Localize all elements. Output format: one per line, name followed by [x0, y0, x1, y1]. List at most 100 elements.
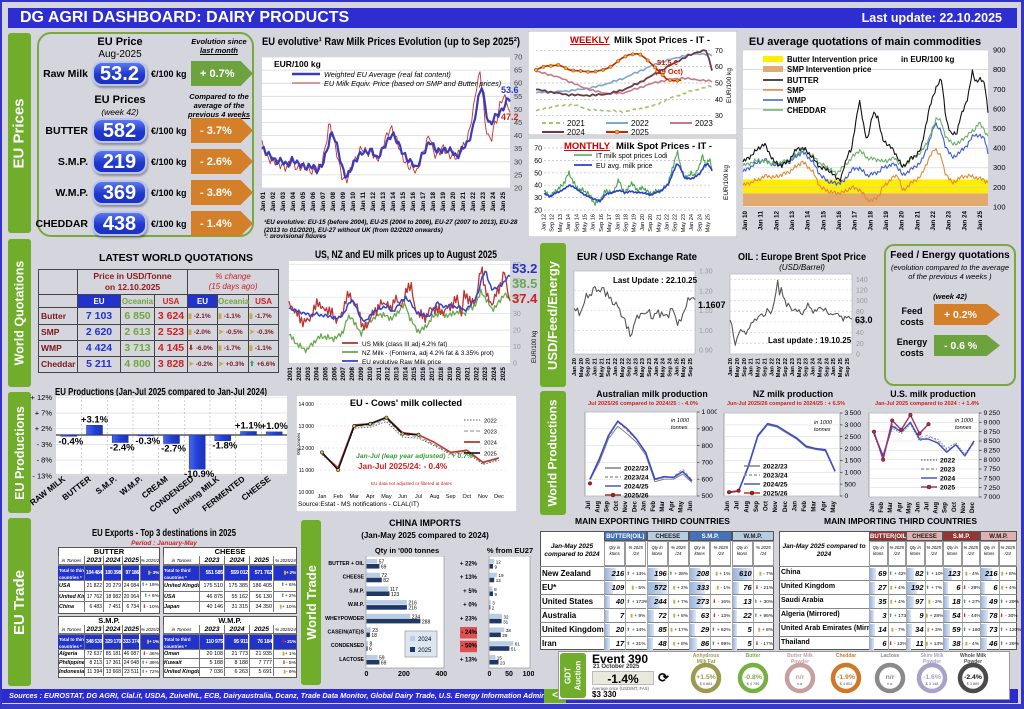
- svg-text:Powder: Powder: [923, 659, 941, 665]
- svg-text:2009: 2009: [358, 366, 365, 380]
- svg-text:May 21: May 21: [756, 357, 762, 377]
- svg-text:CHEESE: CHEESE: [239, 473, 272, 502]
- svg-text:Nov: Nov: [961, 501, 967, 513]
- svg-text:Jan 21: Jan 21: [749, 357, 755, 376]
- svg-text:30: 30: [514, 157, 522, 166]
- svg-text:Aug: Aug: [744, 501, 750, 513]
- svg-text:2025: 2025: [631, 128, 649, 135]
- svg-text:Jul: Jul: [925, 502, 931, 511]
- svg-text:Jan 16: Jan 16: [836, 211, 843, 231]
- svg-text:Jan 01: Jan 01: [260, 192, 267, 212]
- svg-text:Jun: Jun: [725, 501, 731, 512]
- svg-text:700: 700: [702, 460, 714, 467]
- svg-text:May 23: May 23: [640, 357, 646, 377]
- svg-text:NZ milk production: NZ milk production: [753, 389, 833, 399]
- svg-text:Sep 23: Sep 23: [647, 357, 653, 376]
- svg-text:Butter: Butter: [746, 653, 761, 659]
- svg-text:BUTTER + OIL: BUTTER + OIL: [328, 561, 364, 567]
- svg-text:$ 3 148: $ 3 148: [926, 682, 939, 686]
- svg-text:200: 200: [993, 183, 1006, 192]
- svg-text:Jan 10: Jan 10: [742, 211, 749, 231]
- svg-text:Sep 18: Sep 18: [624, 214, 630, 232]
- svg-text:Jun: Jun: [398, 494, 407, 500]
- svg-text:Jan 24: Jan 24: [811, 357, 817, 376]
- svg-text:- 50%: - 50%: [461, 644, 477, 650]
- svg-text:Oct: Oct: [614, 501, 620, 511]
- svg-text:60: 60: [514, 79, 522, 88]
- svg-text:May 24: May 24: [661, 357, 667, 377]
- svg-text:Jan 23: Jan 23: [946, 211, 953, 231]
- svg-text:EU Exports - Top 3 destination: EU Exports - Top 3 destinations in 2025: [92, 528, 236, 539]
- svg-text:-1.6%: -1.6%: [923, 674, 941, 681]
- svg-text:Sep: Sep: [754, 501, 760, 512]
- svg-text:EU average quotations of main: EU average quotations of main commoditie…: [749, 36, 981, 48]
- svg-text:900: 900: [993, 46, 1006, 55]
- svg-text:Mar: Mar: [812, 500, 818, 511]
- svg-text:7 500: 7 500: [984, 476, 1001, 483]
- svg-text:Powder: Powder: [964, 659, 982, 665]
- svg-text:30: 30: [534, 195, 542, 202]
- svg-text:Sep 22: Sep 22: [673, 214, 679, 232]
- svg-text:69: 69: [381, 660, 387, 666]
- svg-text:20: 20: [513, 328, 521, 335]
- svg-text:Sep 21: Sep 21: [762, 357, 768, 376]
- svg-text:Jan 18: Jan 18: [430, 192, 437, 212]
- svg-text:0.90: 0.90: [699, 348, 713, 355]
- svg-text:3: 3: [492, 601, 495, 606]
- svg-text:Jan 22: Jan 22: [930, 211, 937, 231]
- svg-text:8 000: 8 000: [984, 457, 1001, 464]
- svg-text:2024/25: 2024/25: [763, 482, 788, 489]
- svg-text:70: 70: [534, 146, 542, 153]
- svg-text:+1.0%: +1.0%: [261, 421, 289, 432]
- svg-text:Jan 12: Jan 12: [773, 211, 780, 231]
- svg-text:May: May: [906, 501, 912, 513]
- svg-text:Nov: Nov: [623, 500, 629, 512]
- svg-text:tonnes: tonnes: [671, 425, 688, 431]
- svg-text:50: 50: [514, 105, 522, 114]
- svg-text:800: 800: [993, 65, 1006, 74]
- svg-text:Jan 21: Jan 21: [460, 192, 467, 212]
- svg-text:Jan 21: Jan 21: [593, 357, 599, 376]
- svg-text:51: 51: [511, 647, 517, 652]
- svg-text:0: 0: [845, 493, 849, 500]
- svg-text:Nov: Nov: [478, 494, 488, 500]
- svg-text:Jan-Jul (leap year adjusted) :: Jan-Jul (leap year adjusted) : + 0.7%: [356, 453, 473, 460]
- svg-text:in 1000: in 1000: [955, 418, 974, 424]
- svg-text:May 23: May 23: [681, 214, 687, 232]
- svg-text:12 000: 12 000: [299, 446, 315, 452]
- svg-text:Jan 15: Jan 15: [400, 192, 407, 212]
- svg-text:Milk Spot Prices - IT -: Milk Spot Prices - IT -: [616, 141, 712, 152]
- svg-text:60: 60: [534, 158, 542, 165]
- svg-text:0: 0: [856, 352, 860, 359]
- svg-text:Last update : 19.10.25: Last update : 19.10.25: [768, 336, 852, 345]
- svg-text:19: 19: [498, 573, 504, 578]
- svg-text:Sep 20: Sep 20: [586, 358, 592, 377]
- svg-text:+ 12%: + 12%: [31, 393, 53, 402]
- svg-text:3 500: 3 500: [845, 410, 862, 417]
- svg-text:Jan 14: Jan 14: [390, 192, 397, 212]
- svg-text:63.0: 63.0: [855, 315, 873, 325]
- svg-text:Jan 18: Jan 18: [867, 211, 874, 231]
- svg-text:50: 50: [715, 81, 723, 88]
- svg-text:Jan 25: Jan 25: [831, 357, 837, 376]
- svg-text:(2013 to 01/2020), EU-27 witho: (2013 to 01/2020), EU-27 without UK (fro…: [264, 227, 443, 234]
- svg-text:Sep 25: Sep 25: [688, 357, 694, 376]
- svg-text:- 3%: - 3%: [37, 440, 53, 449]
- svg-text:Sep 20: Sep 20: [742, 358, 748, 377]
- svg-text:LACTOSE: LACTOSE: [339, 657, 364, 663]
- svg-text:900: 900: [702, 426, 714, 433]
- svg-text:700: 700: [993, 85, 1006, 94]
- svg-text:+ 2%: + 2%: [35, 424, 53, 433]
- svg-text:Jan 20: Jan 20: [728, 358, 734, 376]
- svg-text:May 22: May 22: [776, 358, 782, 377]
- svg-text:Whole Milk: Whole Milk: [960, 653, 986, 659]
- svg-text:40: 40: [513, 295, 521, 302]
- svg-text:EU avg. milk price: EU avg. milk price: [596, 163, 653, 170]
- svg-text:Apr: Apr: [670, 500, 676, 511]
- svg-text:23: 23: [500, 660, 506, 665]
- svg-text:May 23: May 23: [797, 357, 803, 377]
- svg-text:May 20: May 20: [579, 358, 585, 377]
- svg-text:Butter Intervention price: Butter Intervention price: [787, 55, 878, 64]
- svg-text:7 750: 7 750: [984, 466, 1001, 473]
- svg-text:200: 200: [398, 671, 410, 678]
